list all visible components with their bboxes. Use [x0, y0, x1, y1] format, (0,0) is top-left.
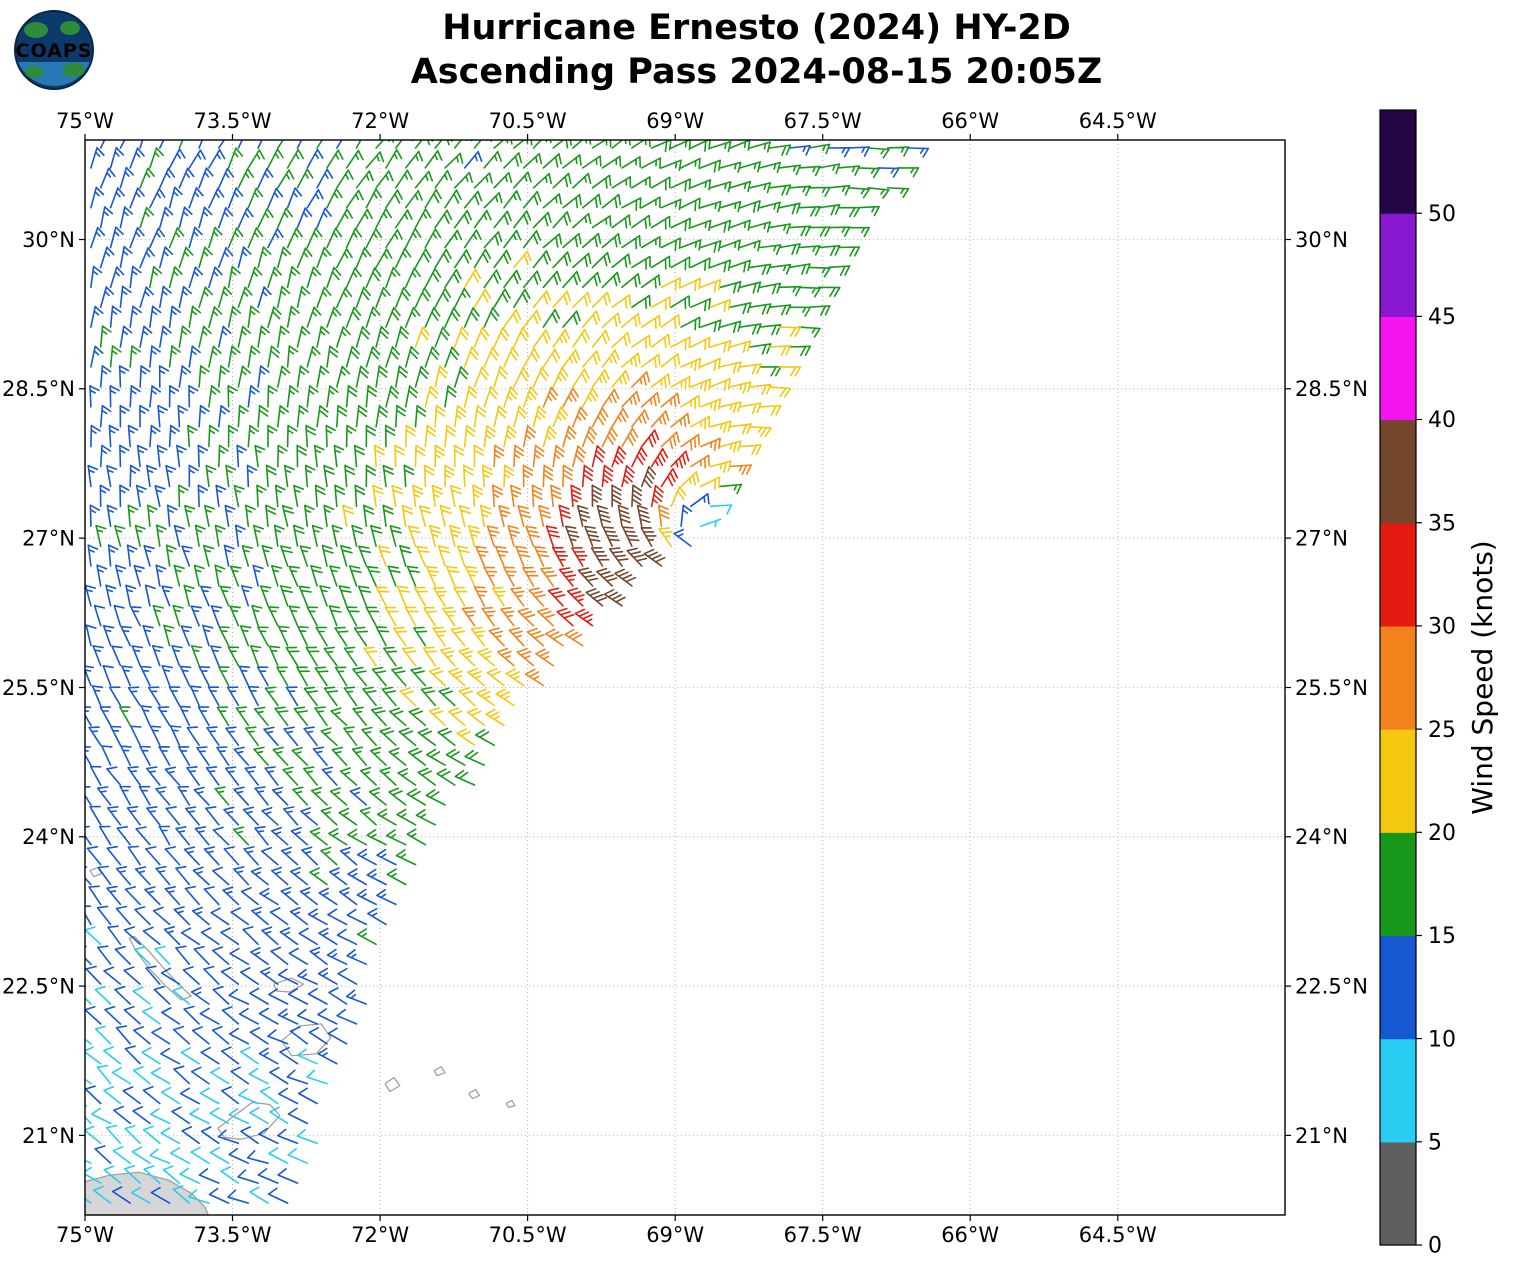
axis-ticks	[79, 134, 1291, 1221]
colorbar-border	[1379, 109, 1417, 1246]
colorbar-tick-label: 35	[1428, 511, 1456, 536]
coastline-caicos-bank	[281, 1023, 332, 1057]
x-tick-label-bottom: 73.5°W	[193, 1223, 271, 1247]
logo-land-2	[60, 21, 80, 35]
coastline-cay-1	[433, 1065, 446, 1077]
x-tick-label-top: 69°W	[646, 109, 704, 133]
colorbar-segment	[1380, 522, 1416, 627]
title-block: Hurricane Ernesto (2024) HY-2D Ascending…	[0, 6, 1513, 94]
barb-layer-5-10kt	[85, 504, 733, 1204]
colorbar-tick-label: 0	[1428, 1234, 1442, 1259]
colorbar-tick-label: 40	[1428, 408, 1456, 433]
logo-land-3	[63, 63, 85, 77]
colorbar-tick-label: 30	[1428, 615, 1456, 640]
colorbar-tick-label: 50	[1428, 202, 1456, 227]
barb-layer-25-30kt	[461, 371, 752, 687]
colorbar-segment	[1380, 935, 1416, 1040]
coastline-turks	[384, 1076, 401, 1093]
y-tick-label-right: 25.5°N	[1295, 676, 1368, 700]
y-tick-label-left: 21°N	[22, 1124, 75, 1148]
y-tick-label-left: 24°N	[22, 825, 75, 849]
barb-layer-20-25kt	[342, 250, 802, 746]
coastline-cay-3	[505, 1099, 516, 1109]
coaps-logo: COAPS	[14, 10, 94, 90]
gridlines	[84, 140, 1285, 1215]
colorbar-segment	[1380, 625, 1416, 730]
x-tick-label-top: 73.5°W	[193, 109, 271, 133]
y-tick-label-right: 24°N	[1295, 825, 1348, 849]
barb-layer-10-15kt	[85, 140, 930, 1204]
colorbar-segment	[1380, 1141, 1416, 1246]
colorbar-axis-label: Wind Speed (knots)	[1466, 540, 1499, 814]
colorbar-segment	[1380, 729, 1416, 833]
logo-land-4	[25, 66, 43, 78]
y-tick-label-left: 30°N	[22, 228, 75, 252]
colorbar-segment	[1380, 213, 1416, 317]
x-tick-label-top: 72°W	[351, 109, 409, 133]
colorbar-segment	[1380, 419, 1416, 524]
x-tick-label-bottom: 70.5°W	[489, 1223, 567, 1247]
x-tick-label-top: 67.5°W	[784, 109, 862, 133]
y-tick-label-left: 27°N	[22, 526, 75, 550]
chart-title: Hurricane Ernesto (2024) HY-2D	[442, 8, 1071, 48]
y-tick-label-right: 28.5°N	[1295, 377, 1368, 401]
y-tick-label-right: 30°N	[1295, 228, 1348, 252]
colorbar-tick-label: 15	[1428, 924, 1456, 949]
y-tick-label-right: 22.5°N	[1295, 974, 1368, 998]
colorbar-tick-label: 10	[1428, 1027, 1456, 1052]
logo-land-1	[24, 22, 48, 38]
colorbar-tick-label: 5	[1428, 1131, 1442, 1156]
x-tick-label-bottom: 66°W	[941, 1223, 999, 1247]
y-tick-label-right: 21°N	[1295, 1124, 1348, 1148]
y-tick-label-left: 28.5°N	[2, 377, 75, 401]
coastlines	[85, 866, 516, 1215]
colorbar-segment	[1380, 110, 1416, 214]
colorbar-tick-label: 45	[1428, 305, 1456, 330]
wind-barbs	[85, 140, 930, 1204]
x-tick-label-bottom: 69°W	[646, 1223, 704, 1247]
coastline-hispaniola-coast	[85, 1171, 210, 1215]
barb-layer-30-35kt	[545, 429, 690, 627]
coastline-great-inagua	[217, 1101, 281, 1141]
logo-text: COAPS	[16, 40, 93, 62]
coastline-cay-2	[468, 1088, 481, 1100]
barb-layer-35-40kt	[565, 465, 666, 607]
coastline-crooked-acklins	[128, 935, 193, 1001]
colorbar: 0 5 10 15 20 25 30 35 40 45 50 Wind Speed (knots)	[1379, 109, 1499, 1259]
chart-subtitle: Ascending Pass 2024-08-15 20:05Z	[410, 52, 1103, 93]
x-tick-label-top: 64.5°W	[1079, 109, 1157, 133]
axis-tick-labels: 75°W 75°W 73.5°W 73.5°W 72°W 72°W 70.5°W 70.5°W…	[2, 109, 1368, 1247]
x-tick-label-top: 75°W	[56, 109, 114, 133]
x-tick-label-bottom: 72°W	[351, 1223, 409, 1247]
y-tick-label-left: 25.5°N	[2, 676, 75, 700]
barb-layer-15-20kt	[95, 140, 920, 946]
colorbar-segment	[1380, 1038, 1416, 1143]
x-tick-label-bottom: 64.5°W	[1079, 1223, 1157, 1247]
colorbar-segment	[1380, 316, 1416, 421]
x-tick-label-bottom: 75°W	[56, 1223, 114, 1247]
y-tick-label-left: 22.5°N	[2, 974, 75, 998]
colorbar-tick-label: 20	[1428, 821, 1456, 846]
y-tick-label-right: 27°N	[1295, 526, 1348, 550]
coastline-samana-cay	[89, 866, 103, 878]
colorbar-segment	[1380, 832, 1416, 937]
x-tick-label-bottom: 67.5°W	[784, 1223, 862, 1247]
colorbar-tick-label: 25	[1428, 718, 1456, 743]
plot-border	[84, 139, 1286, 1216]
x-tick-label-top: 70.5°W	[489, 109, 567, 133]
x-tick-label-top: 66°W	[941, 109, 999, 133]
